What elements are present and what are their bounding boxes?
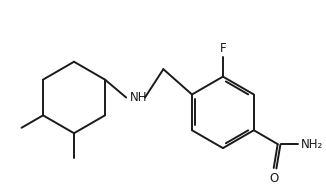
Text: O: O xyxy=(269,172,278,185)
Text: NH₂: NH₂ xyxy=(301,138,323,151)
Text: F: F xyxy=(220,42,226,55)
Text: NH: NH xyxy=(130,91,148,104)
